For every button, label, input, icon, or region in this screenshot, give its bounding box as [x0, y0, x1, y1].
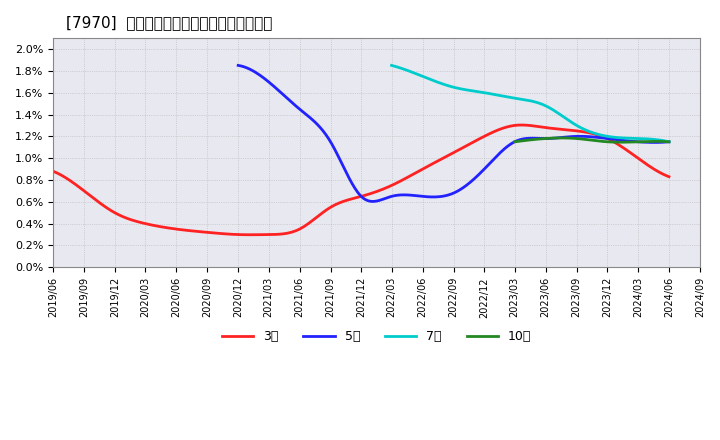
Text: [7970]  経常利益マージンの標準偏差の推移: [7970] 経常利益マージンの標準偏差の推移 — [66, 15, 272, 30]
Legend: 3年, 5年, 7年, 10年: 3年, 5年, 7年, 10年 — [217, 325, 536, 348]
